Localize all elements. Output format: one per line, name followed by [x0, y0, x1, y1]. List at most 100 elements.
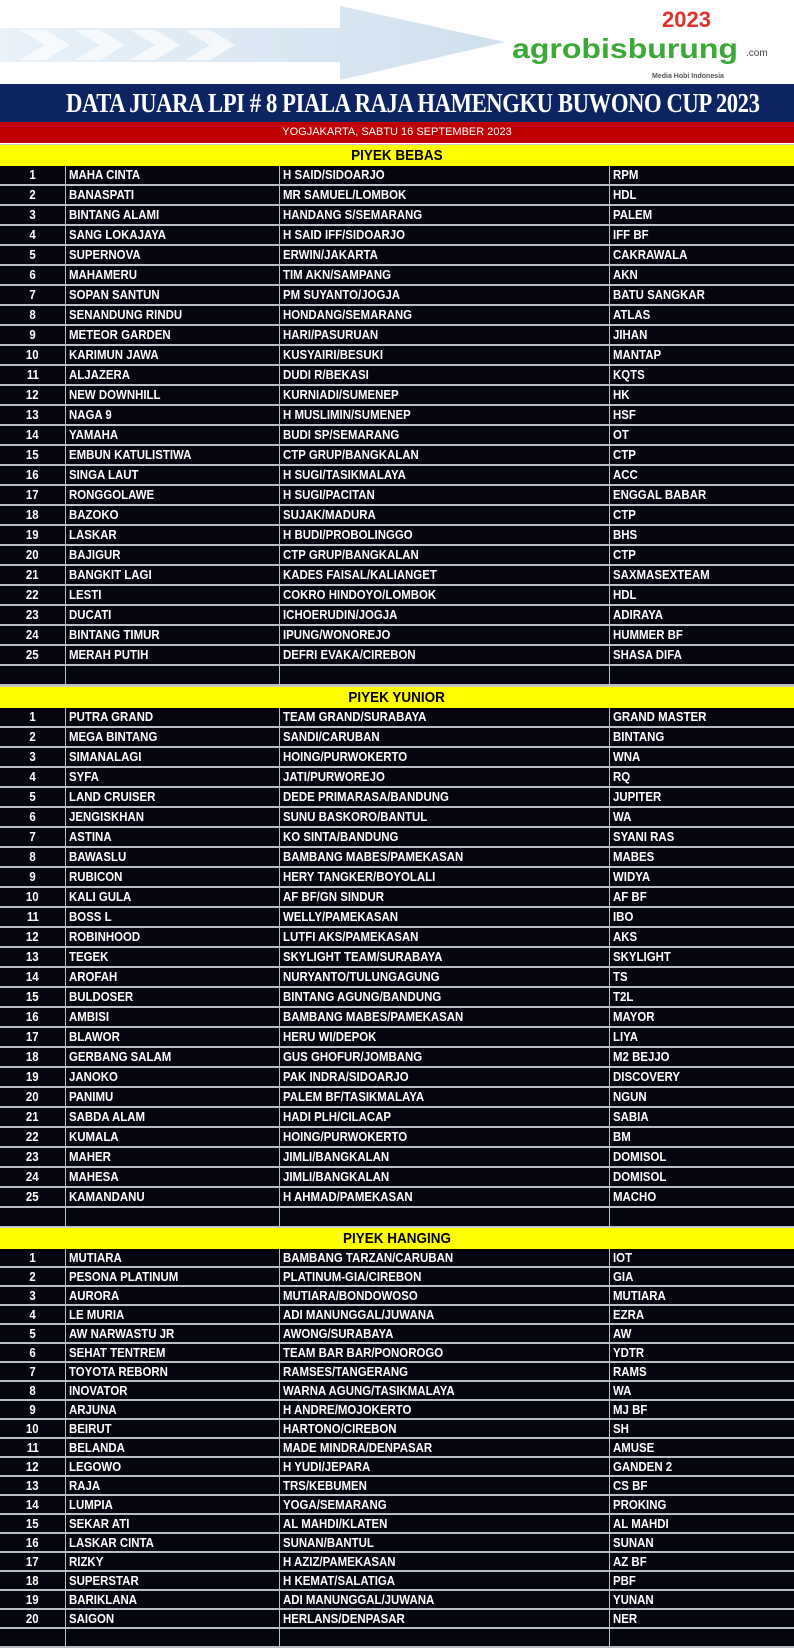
rank-text: 22	[26, 1129, 39, 1144]
table-row: 25 MERAH PUTIH DEFRI EVAKA/CIREBON SHASA DI…	[0, 646, 794, 666]
rank-text: 18	[26, 1573, 39, 1588]
owner-city-text: HARI/PASURUAN	[283, 327, 379, 342]
cell-owner-city: H MUSLIMIN/SUMENEP	[279, 406, 609, 424]
cell-bird-name: KUMALA	[65, 1128, 279, 1146]
team-text: DOMISOL	[613, 1149, 667, 1164]
bird-name-text: LASKAR	[69, 527, 117, 542]
bird-name-text: PANIMU	[69, 1089, 114, 1104]
table-row: 21 BANGKIT LAGI KADES FAISAL/KALIANGET SAXM…	[0, 566, 794, 586]
bird-name-text: BOSS L	[69, 909, 112, 924]
table-row: 8 SENANDUNG RINDU HONDANG/SEMARANG ATLAS	[0, 306, 794, 326]
table-row: 12 ROBINHOOD LUTFI AKS/PAMEKASAN AKS	[0, 928, 794, 948]
cell-bird-name: AROFAH	[65, 968, 279, 986]
rank-text: 5	[29, 789, 36, 804]
team-text: BM	[613, 1129, 631, 1144]
rank-text: 19	[26, 1069, 39, 1084]
cell-bird-name: BLAWOR	[65, 1028, 279, 1046]
cell-owner-city: HERY TANGKER/BOYOLALI	[279, 868, 609, 886]
cell-rank: 20	[0, 546, 65, 564]
cell-rank: 8	[0, 1382, 65, 1399]
cell-bird-name: KALI GULA	[65, 888, 279, 906]
rank-text: 11	[26, 1440, 39, 1455]
cell-bird-name: MAHA CINTA	[65, 166, 279, 184]
table-row: 24 BINTANG TIMUR IPUNG/WONOREJO HUMMER BF	[0, 626, 794, 646]
team-text: PROKING	[613, 1497, 667, 1512]
cell-team: WA	[609, 1382, 794, 1399]
bird-name-text: KALI GULA	[69, 889, 132, 904]
owner-city-text: PM SUYANTO/JOGJA	[283, 287, 400, 302]
cell-owner-city: HADI PLH/CILACAP	[279, 1108, 609, 1126]
team-text: NER	[613, 1611, 638, 1626]
owner-city-text: AF BF/GN SINDUR	[283, 889, 385, 904]
cell-bird-name: LUMPIA	[65, 1496, 279, 1513]
owner-city-text: YOGA/SEMARANG	[283, 1497, 387, 1512]
cell-team: OT	[609, 426, 794, 444]
rank-text: 15	[26, 447, 39, 462]
table-row: 1 PUTRA GRAND TEAM GRAND/SURABAYA GRAND MAS…	[0, 708, 794, 728]
table-row: 7 TOYOTA REBORN RAMSES/TANGERANG RAMS	[0, 1363, 794, 1382]
cell-rank: 23	[0, 1148, 65, 1166]
cell-bird-name: SANG LOKAJAYA	[65, 226, 279, 244]
table-row: 12 LEGOWO H YUDI/JEPARA GANDEN 2	[0, 1458, 794, 1477]
rank-text: 6	[29, 1345, 36, 1360]
cell-owner-city: TEAM BAR BAR/PONOROGO	[279, 1344, 609, 1361]
team-text: GRAND MASTER	[613, 709, 707, 724]
cell-bird-name: JANOKO	[65, 1068, 279, 1086]
owner-city-text: TIM AKN/SAMPANG	[283, 267, 392, 282]
team-text: CS BF	[613, 1478, 648, 1493]
table-row: 5 AW NARWASTU JR AWONG/SURABAYA AW	[0, 1325, 794, 1344]
header-banner: 2023 agrobisburung .com Media Hobi Indon…	[0, 0, 794, 84]
cell-rank: 18	[0, 1572, 65, 1589]
cell-team: DISCOVERY	[609, 1068, 794, 1086]
bird-name-text: SOPAN SANTUN	[69, 287, 160, 302]
rank-text: 14	[26, 969, 39, 984]
cell-team: CS BF	[609, 1477, 794, 1494]
svg-text:agrobisburung: agrobisburung	[512, 33, 738, 64]
rank-text: 15	[26, 1516, 39, 1531]
cell-rank: 10	[0, 888, 65, 906]
cell-rank: 9	[0, 1401, 65, 1418]
rank-text: 25	[26, 647, 39, 662]
cell-owner-city: CTP GRUP/BANGKALAN	[279, 546, 609, 564]
team-text: PBF	[613, 1573, 636, 1588]
cell-rank: 6	[0, 808, 65, 826]
owner-city-text: H AHMAD/PAMEKASAN	[283, 1189, 413, 1204]
owner-city-text: KURNIADI/SUMENEP	[283, 387, 399, 402]
bird-name-text: MAHA CINTA	[69, 167, 141, 182]
table-row: 23 MAHER JIMLI/BANGKALAN DOMISOL	[0, 1148, 794, 1168]
cell-bird-name: BANGKIT LAGI	[65, 566, 279, 584]
owner-city-text: DEDE PRIMARASA/BANDUNG	[283, 789, 449, 804]
table-row: 4 SYFA JATI/PURWOREJO RQ	[0, 768, 794, 788]
team-text: AL MAHDI	[613, 1516, 669, 1531]
cell-team: MUTIARA	[609, 1287, 794, 1304]
cell-owner-city: PAK INDRA/SIDOARJO	[279, 1068, 609, 1086]
rank-text: 2	[29, 187, 36, 202]
cell-rank: 13	[0, 948, 65, 966]
rank-text: 18	[26, 1049, 39, 1064]
cell-team: T2L	[609, 988, 794, 1006]
table-row: 3 SIMANALAGI HOING/PURWOKERTO WNA	[0, 748, 794, 768]
owner-city-text: H ANDRE/MOJOKERTO	[283, 1402, 412, 1417]
cell-bird-name: SENANDUNG RINDU	[65, 306, 279, 324]
owner-city-text: HANDANG S/SEMARANG	[283, 207, 423, 222]
cell-rank: 12	[0, 1458, 65, 1475]
cell-bird-name: YAMAHA	[65, 426, 279, 444]
cell-bird-name: NEW DOWNHILL	[65, 386, 279, 404]
cell-team: GANDEN 2	[609, 1458, 794, 1475]
team-text: ATLAS	[613, 307, 651, 322]
bird-name-text: SENANDUNG RINDU	[69, 307, 183, 322]
team-text: CTP	[613, 507, 636, 522]
cell-owner-city: JATI/PURWOREJO	[279, 768, 609, 786]
cell-bird-name: EMBUN KATULISTIWA	[65, 446, 279, 464]
cell-owner-city: BAMBANG MABES/PAMEKASAN	[279, 848, 609, 866]
rank-text: 10	[26, 1421, 39, 1436]
table-row: 2 PESONA PLATINUM PLATINUM-GIA/CIREBON GIA	[0, 1268, 794, 1287]
cell-bird-name	[65, 1629, 279, 1646]
cell-owner-city: GUS GHOFUR/JOMBANG	[279, 1048, 609, 1066]
cell-rank: 7	[0, 828, 65, 846]
cell-owner-city: HERLANS/DENPASAR	[279, 1610, 609, 1627]
rank-text: 3	[29, 1288, 36, 1303]
owner-city-text: H SUGI/TASIKMALAYA	[283, 467, 406, 482]
cell-team	[609, 1629, 794, 1646]
cell-team: BINTANG	[609, 728, 794, 746]
